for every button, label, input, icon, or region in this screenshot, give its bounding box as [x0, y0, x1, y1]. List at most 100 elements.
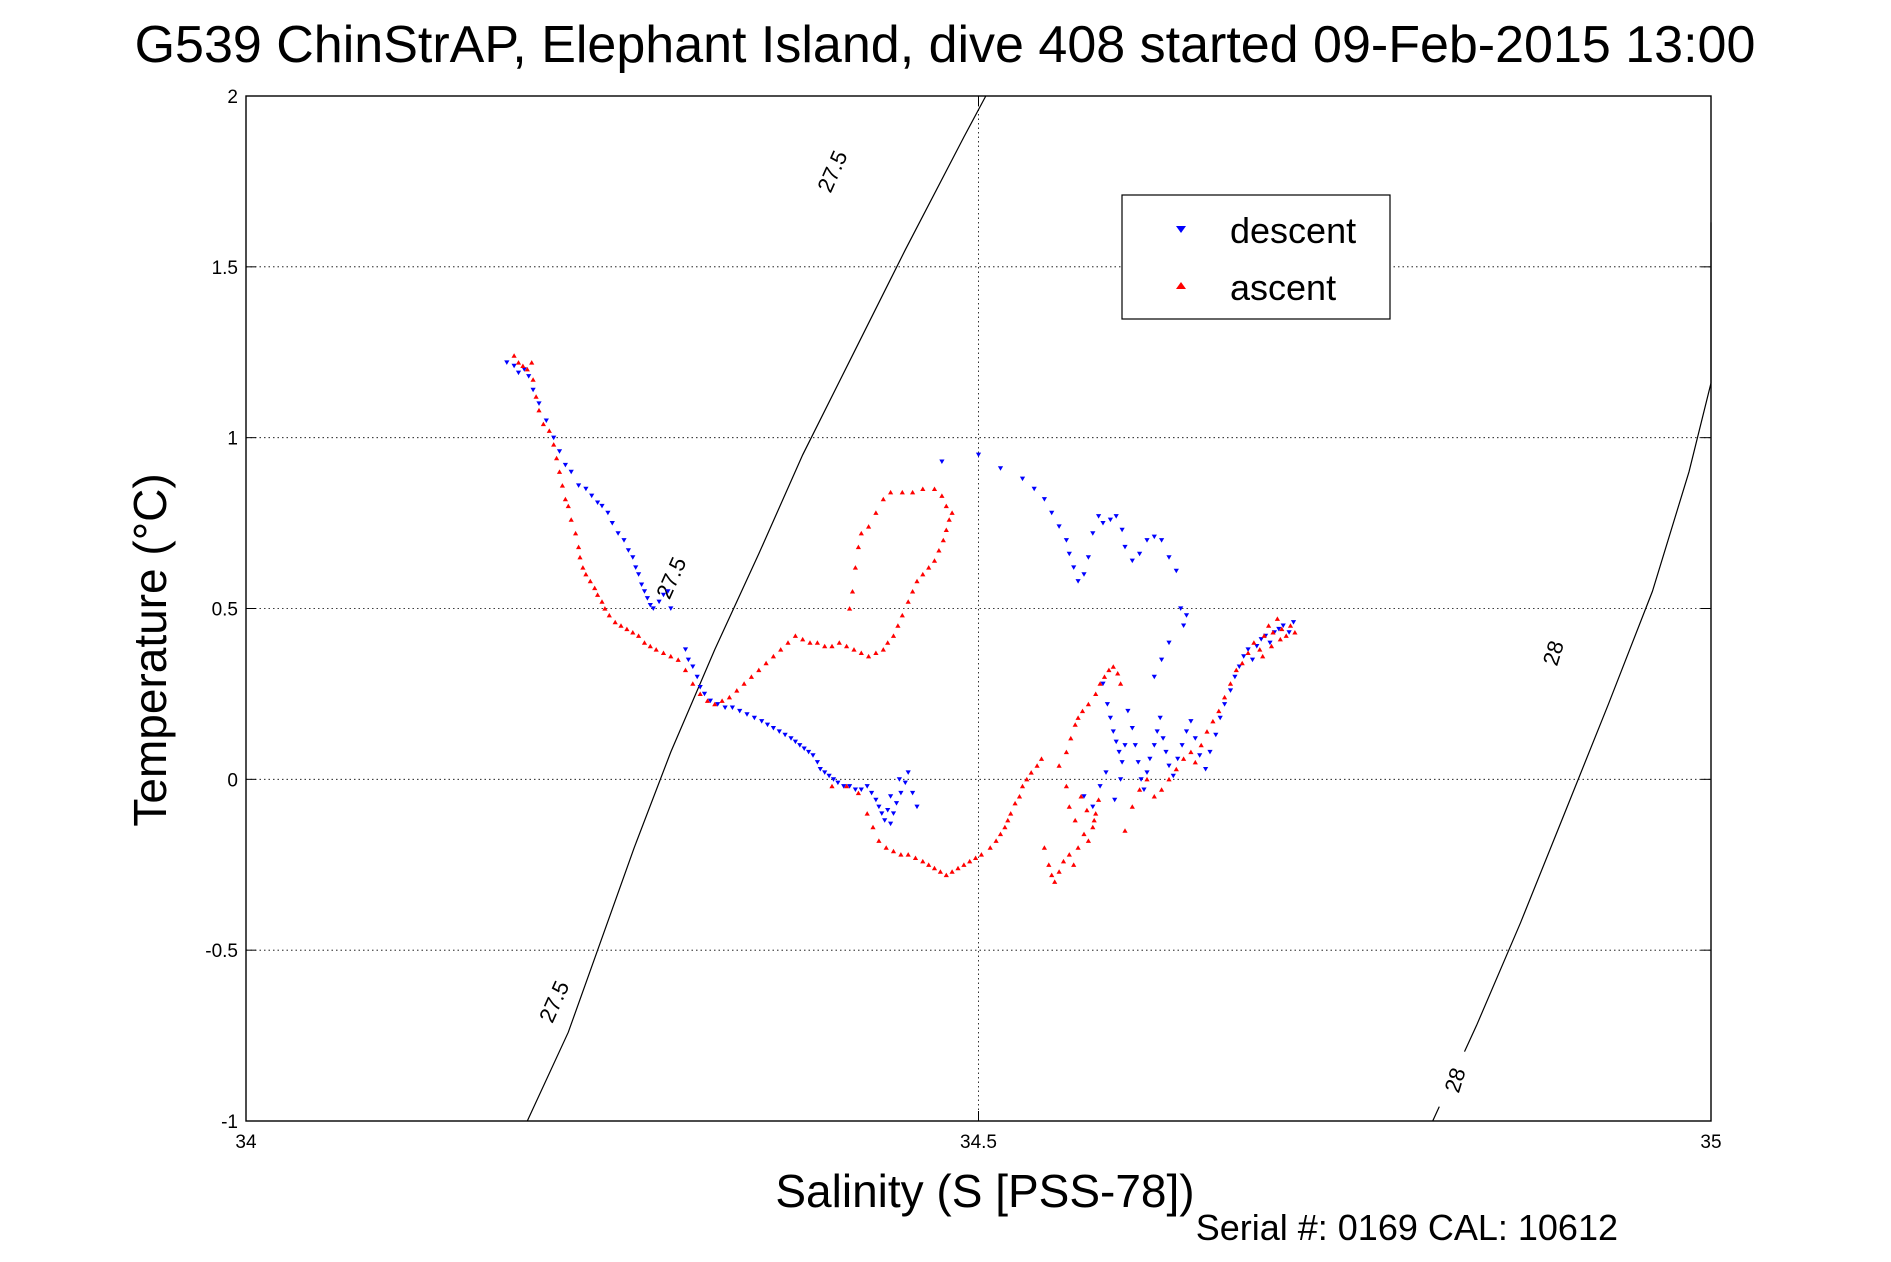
ascent-point	[1085, 838, 1091, 843]
descent-point	[1104, 702, 1110, 707]
ascent-point	[565, 503, 571, 509]
descent-point	[515, 370, 522, 376]
descent-point	[1151, 743, 1157, 748]
ascent-point	[997, 831, 1004, 837]
descent-point	[1154, 729, 1160, 734]
ascent-point	[905, 852, 911, 857]
ascent-point	[1060, 858, 1067, 864]
ascent-point	[912, 855, 919, 860]
descent-point	[890, 811, 897, 816]
ascent-point	[704, 698, 711, 703]
ascent-point	[1192, 759, 1198, 765]
descent-point	[641, 589, 648, 594]
ascent-point	[1274, 616, 1280, 621]
descent-point	[1290, 620, 1297, 625]
descent-point	[1066, 551, 1072, 557]
ascent-point	[807, 640, 813, 645]
ascent-point	[624, 626, 630, 632]
descent-point	[1096, 514, 1102, 519]
y-tick-label: 1.5	[212, 258, 238, 279]
descent-point	[1081, 794, 1087, 799]
descent-point	[656, 599, 662, 605]
descent-point	[511, 363, 517, 369]
descent-point	[1049, 510, 1055, 516]
descent-point	[1173, 568, 1179, 574]
ascent-point	[763, 660, 769, 666]
axis-ticks: 34 34.5 35 -1 -0.5 0 0.5 1 1.5 2	[205, 87, 1721, 1153]
descent-point	[1113, 514, 1119, 519]
ascent-point	[520, 363, 526, 368]
ascent-point	[530, 377, 536, 382]
descent-point	[1197, 753, 1203, 758]
legend-box	[1121, 194, 1391, 320]
descent-point	[873, 797, 879, 803]
contour-label-background	[530, 969, 577, 1034]
x-tick-label: 34	[235, 1132, 257, 1153]
descent-point	[1103, 770, 1109, 775]
descent-point	[869, 790, 875, 796]
descent-point	[715, 702, 721, 707]
ascent-point	[1251, 640, 1257, 645]
ascent-point	[858, 650, 864, 655]
contour-label-background	[1532, 620, 1574, 686]
ascent-point	[1056, 763, 1062, 768]
descent-point	[1160, 736, 1166, 741]
ascent-point	[955, 865, 961, 871]
descent-point	[1232, 674, 1238, 680]
contour-label-background	[808, 138, 856, 204]
chart-title: G539 ChinStrAP, Elephant Island, dive 40…	[135, 16, 1756, 74]
ascent-point	[851, 647, 857, 652]
descent-point	[621, 538, 627, 543]
descent-point	[1207, 749, 1213, 755]
ascent-point	[630, 630, 636, 635]
descent-point	[1151, 674, 1157, 680]
ascent-point	[1283, 633, 1289, 638]
ascent-point	[612, 619, 618, 625]
ascent-point	[1028, 770, 1034, 775]
ascent-point	[1090, 824, 1096, 830]
ascent-point	[1106, 667, 1112, 673]
ascent-point	[1075, 845, 1081, 850]
ascent-point	[949, 869, 955, 874]
ascent-point	[1063, 783, 1069, 789]
ascent-point	[1261, 633, 1267, 638]
descent-point	[609, 521, 615, 526]
contour-label-background	[647, 545, 694, 611]
descent-point	[1236, 664, 1242, 669]
ascent-point	[1129, 804, 1135, 809]
ascent-point	[1034, 763, 1040, 768]
descent-point	[1107, 517, 1113, 523]
descent-point	[1157, 715, 1163, 721]
descent-point	[876, 804, 882, 810]
descent-point	[543, 418, 549, 423]
series-descent	[504, 360, 1297, 827]
ascent-point	[1277, 636, 1283, 642]
ascent-point	[1075, 715, 1081, 720]
descent-point	[1245, 647, 1251, 652]
ascent-point	[734, 688, 740, 693]
ascent-point	[1079, 708, 1086, 714]
y-tick-label: 0	[227, 770, 238, 791]
descent-point	[615, 531, 621, 536]
ascent-point	[873, 510, 879, 515]
ascent-point	[1210, 718, 1216, 724]
grid-lines	[246, 96, 1711, 1121]
ascent-point	[511, 353, 517, 358]
y-tick-label: 2	[227, 87, 238, 108]
ascent-point	[1097, 681, 1103, 686]
descent-point	[668, 606, 674, 611]
descent-point	[1090, 804, 1096, 810]
ascent-point	[937, 869, 943, 874]
descent-point	[562, 462, 568, 468]
descent-point	[697, 685, 703, 690]
ascent-point	[1101, 674, 1108, 679]
ascent-point	[920, 571, 926, 577]
ascent-point	[866, 653, 872, 659]
ascent-point	[660, 650, 667, 655]
descent-point	[1183, 729, 1190, 734]
ascent-point	[943, 503, 949, 509]
ascent-point	[1198, 742, 1204, 748]
x-axis-label: Salinity (S [PSS-78])	[775, 1165, 1194, 1217]
ascent-point	[940, 537, 946, 543]
ascent-point	[573, 530, 579, 536]
